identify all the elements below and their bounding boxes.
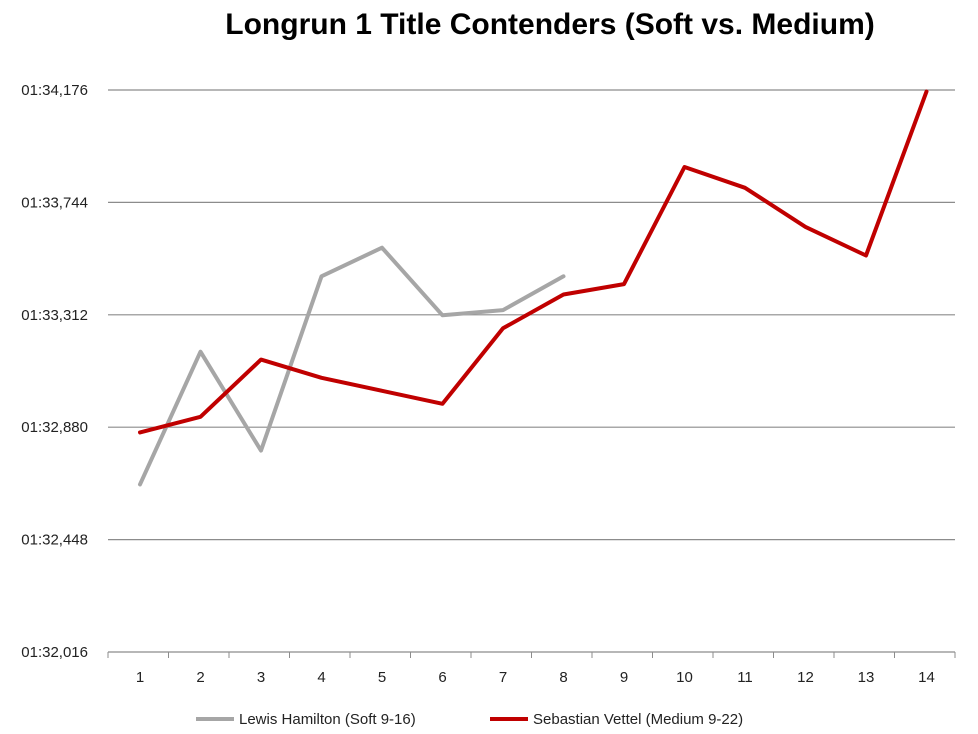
x-tick-label: 6 [438, 669, 446, 686]
legend: Lewis Hamilton (Soft 9-16) Sebastian Vett… [196, 711, 743, 728]
legend-label: Sebastian Vettel (Medium 9-22) [533, 711, 743, 728]
x-tick-label: 14 [918, 669, 935, 686]
gridlines [108, 89, 955, 541]
x-axis-tick-labels: 1 2 3 4 5 6 7 8 9 10 11 12 13 14 [136, 669, 935, 686]
series-line-vettel [138, 89, 929, 435]
y-tick-label: 01:32,016 [21, 644, 88, 661]
x-tick-label: 7 [499, 669, 507, 686]
x-tick-label: 5 [378, 669, 386, 686]
y-tick-label: 01:33,312 [21, 307, 88, 324]
legend-label: Lewis Hamilton (Soft 9-16) [239, 711, 416, 728]
x-tick-label: 12 [797, 669, 814, 686]
x-tick-label: 1 [136, 669, 144, 686]
series-lines [138, 89, 929, 487]
x-tick-label: 2 [196, 669, 204, 686]
y-tick-label: 01:34,176 [21, 82, 88, 99]
x-tick-label: 4 [317, 669, 325, 686]
x-tick-label: 8 [559, 669, 567, 686]
series-line-hamilton [138, 245, 566, 487]
x-tick-label: 11 [737, 669, 753, 686]
y-tick-label: 01:32,448 [21, 532, 88, 549]
y-axis-tick-labels: 01:32,016 01:32,448 01:32,880 01:33,312 01:3… [21, 82, 88, 661]
x-tick-label: 13 [858, 669, 875, 686]
x-tick-label: 9 [620, 669, 628, 686]
y-tick-label: 01:32,880 [21, 419, 88, 436]
x-tick-label: 10 [676, 669, 693, 686]
x-axis [107, 651, 956, 658]
y-tick-label: 01:33,744 [21, 194, 88, 211]
chart-title: Longrun 1 Title Contenders (Soft vs. Med… [225, 8, 874, 41]
x-tick-label: 3 [257, 669, 265, 686]
